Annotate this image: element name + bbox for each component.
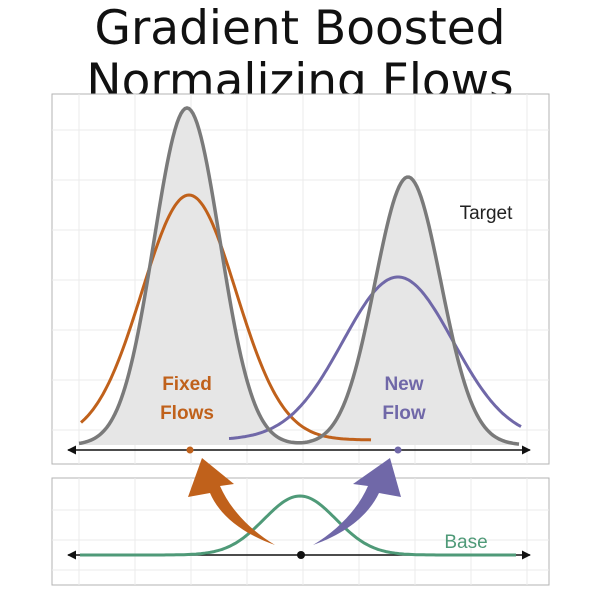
diagram-title: Gradient Boosted Normalizing Flows [0,2,600,108]
base-panel-grid [52,478,549,585]
fixed-flows-label-line-1: Fixed [162,374,212,395]
base-panel: Base [51,477,550,586]
fixed-flows-arrow [188,458,275,545]
base-center-dot [297,551,305,559]
new-flow-arrow [313,458,401,545]
fixed-flows-center-dot [186,446,194,454]
new-flow-center-dot [394,446,402,454]
base-density-curve [80,494,516,557]
base-label: Base [444,532,487,553]
new-flow-label-line-2: Flow [382,403,425,424]
target-density-fill [79,108,519,445]
fixed-flows-label-line-2: Flows [160,403,214,424]
target-panel: Target Fixed Flows New Flow [51,93,550,465]
target-density-curve [78,106,520,446]
new-flow-label-line-1: New [384,374,423,395]
target-label: Target [460,203,514,224]
title-line-1: Gradient Boosted [94,1,506,56]
